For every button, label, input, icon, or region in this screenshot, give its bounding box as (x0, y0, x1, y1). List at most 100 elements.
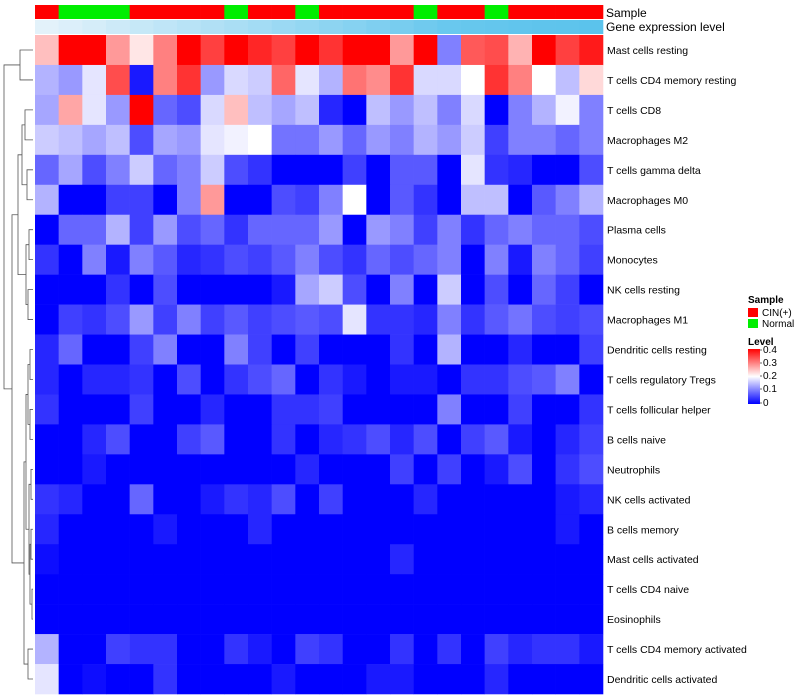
expression-annotation-cell (295, 20, 320, 34)
heatmap-cell (295, 334, 320, 365)
sample-annotation-cell (106, 5, 130, 19)
heatmap-cell (248, 634, 272, 665)
heatmap-cell (248, 35, 272, 66)
row-label: Macrophages M1 (607, 315, 688, 327)
heatmap-cell (224, 334, 249, 365)
heatmap-cell (82, 424, 107, 455)
heatmap-cell (484, 604, 509, 635)
heatmap-cell (366, 484, 391, 515)
heatmap-cell (532, 664, 556, 695)
heatmap-cell (58, 604, 83, 635)
heatmap-cell (295, 244, 320, 275)
heatmap-cell (390, 604, 414, 635)
heatmap-cell (437, 634, 462, 665)
heatmap-cell (579, 574, 604, 605)
heatmap-cell (200, 514, 225, 545)
heatmap-cell (555, 154, 580, 186)
dendrogram-branch (25, 394, 29, 530)
expression-annotation-cell (390, 20, 414, 34)
heatmap-cell (508, 184, 533, 216)
heatmap-cell (342, 664, 367, 695)
heatmap-cell (106, 544, 130, 575)
level-ticks: 0.4 0.3 0.2 0.1 0 (760, 345, 777, 409)
heatmap-cell (319, 514, 343, 545)
heatmap-cell (532, 394, 556, 425)
heatmap-cell (129, 304, 154, 335)
heatmap-cell (248, 304, 272, 335)
heatmap-cell (177, 244, 201, 275)
level-tick-label: 0.4 (763, 345, 777, 356)
heatmap-cell (342, 244, 367, 275)
heatmap-cell (319, 274, 343, 305)
heatmap-cell (532, 35, 556, 66)
heatmap-cell (271, 424, 296, 455)
heatmap-cell (295, 214, 320, 245)
row-label: NK cells resting (607, 285, 680, 297)
heatmap-cell (224, 484, 249, 515)
heatmap-cell (224, 424, 249, 455)
heatmap-cell (35, 304, 59, 335)
heatmap-cell (484, 184, 509, 216)
heatmap-cell (413, 514, 438, 545)
heatmap-cell (35, 64, 59, 96)
heatmap-cell (271, 454, 296, 485)
heatmap-cell (579, 664, 604, 695)
heatmap-cell (484, 214, 509, 245)
heatmap-cell (153, 94, 178, 126)
heatmap-cell (200, 364, 225, 395)
expression-annotation-cell (366, 20, 391, 34)
heatmap-cell (58, 364, 83, 395)
heatmap-cell (200, 184, 225, 216)
sample-annotation-cell (555, 5, 580, 19)
heatmap-cell (555, 184, 580, 216)
heatmap-cell (129, 184, 154, 216)
heatmap-cell (461, 604, 485, 635)
heatmap-cell (271, 35, 296, 66)
heatmap-cell (342, 634, 367, 665)
heatmap-cell (579, 94, 604, 126)
heatmap-cell (271, 124, 296, 156)
heatmap-cell (177, 604, 201, 635)
row-label: T cells CD4 memory activated (607, 644, 747, 656)
heatmap-cell (177, 154, 201, 186)
heatmap-cell (82, 334, 107, 365)
heatmap-cell (484, 124, 509, 156)
heatmap-cell (248, 94, 272, 126)
dendrogram-branch (26, 169, 33, 201)
heatmap-cell (129, 334, 154, 365)
heatmap-cell (200, 544, 225, 575)
heatmap-cell (532, 424, 556, 455)
heatmap-cell (579, 604, 604, 635)
heatmap-cell (413, 35, 438, 66)
heatmap-cell (271, 304, 296, 335)
heatmap-cell (437, 514, 462, 545)
level-colorbar (748, 349, 760, 404)
sample-annotation-cell (342, 5, 367, 19)
heatmap-cell (532, 484, 556, 515)
heatmap-cell (342, 514, 367, 545)
heatmap-cell (579, 274, 604, 305)
heatmap-cell (579, 154, 604, 186)
heatmap-cell (200, 334, 225, 365)
heatmap-cell (555, 634, 580, 665)
expression-annotation-cell (461, 20, 485, 34)
heatmap-cell (106, 604, 130, 635)
heatmap-cell (319, 604, 343, 635)
heatmap-cell (177, 184, 201, 216)
heatmap-cell (129, 244, 154, 275)
heatmap-cell (532, 154, 556, 186)
heatmap-cell (58, 304, 83, 335)
heatmap-cell (224, 94, 249, 126)
heatmap-cell (366, 35, 391, 66)
heatmap-cell (177, 514, 201, 545)
heatmap-cell (106, 514, 130, 545)
heatmap-cell (271, 184, 296, 216)
heatmap-cell (82, 454, 107, 485)
heatmap-cell (129, 35, 154, 66)
expression-annotation-track (35, 20, 604, 34)
heatmap-cell (200, 484, 225, 515)
heatmap-cell (224, 214, 249, 245)
heatmap-cell (461, 64, 485, 96)
heatmap-cell (224, 664, 249, 695)
heatmap-cell (35, 154, 59, 186)
